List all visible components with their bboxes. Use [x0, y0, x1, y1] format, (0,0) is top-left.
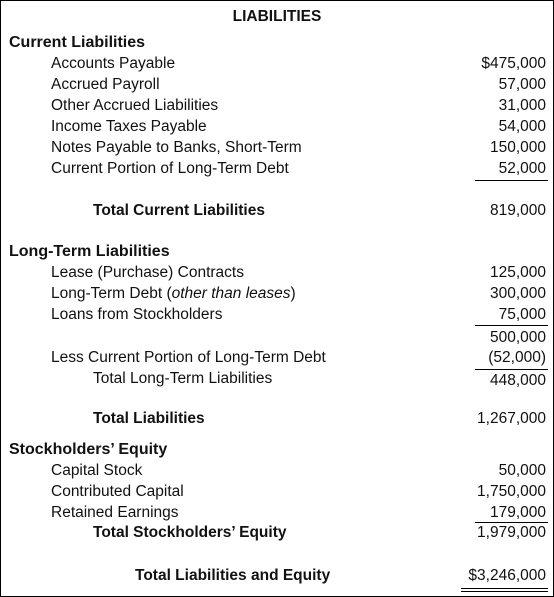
double-rule-top	[461, 588, 548, 589]
grand-total-amount: $3,246,000	[468, 567, 546, 584]
label-main: Long-Term Debt (	[51, 285, 172, 302]
total-liabilities-label: Total Liabilities	[93, 410, 205, 427]
grand-total-label: Total Liabilities and Equity	[135, 567, 331, 584]
total-longterm-amount: 448,000	[489, 372, 546, 389]
line-item-amount: 125,000	[489, 264, 546, 281]
section-heading-current: Current Liabilities	[9, 34, 146, 51]
section-heading-equity: Stockholders’ Equity	[9, 441, 168, 458]
longterm-subtotal-amount: 500,000	[489, 329, 546, 346]
statement-title: LIABILITIES	[232, 8, 322, 25]
subtotal-rule	[475, 369, 548, 370]
line-item-amount: 54,000	[498, 118, 546, 135]
line-item-label: Retained Earnings	[51, 504, 179, 521]
total-equity-amount: 1,979,000	[477, 524, 546, 541]
line-item-label: Other Accrued Liabilities	[51, 97, 219, 114]
subtotal-rule	[475, 325, 548, 326]
total-liabilities-amount: 1,267,000	[477, 410, 546, 427]
section-heading-longterm: Long-Term Liabilities	[9, 243, 170, 260]
total-longterm-label: Total Long-Term Liabilities	[93, 370, 273, 387]
total-equity-label: Total Stockholders’ Equity	[93, 524, 287, 541]
line-item-label: Accounts Payable	[51, 55, 176, 72]
line-item-amount: 179,000	[489, 504, 546, 521]
total-current-label: Total Current Liabilities	[93, 202, 265, 219]
less-current-portion-label: Less Current Portion of Long-Term Debt	[51, 349, 326, 366]
line-item-amount: 300,000	[489, 285, 546, 302]
line-item-label: Loans from Stockholders	[51, 306, 223, 323]
line-item-amount: 1,750,000	[477, 483, 546, 500]
line-item-amount: 150,000	[489, 139, 546, 156]
line-item-label: Contributed Capital	[51, 483, 184, 500]
line-item-label: Income Taxes Payable	[51, 118, 207, 135]
less-current-portion-amount: (52,000)	[488, 349, 546, 366]
line-item-amount: 31,000	[498, 97, 546, 114]
line-item-label: Lease (Purchase) Contracts	[51, 264, 244, 281]
line-item-amount: 57,000	[498, 76, 546, 93]
subtotal-rule	[475, 522, 548, 523]
line-item-label: Accrued Payroll	[51, 76, 160, 93]
total-current-amount: 819,000	[489, 202, 546, 219]
line-item-label: Capital Stock	[51, 462, 143, 479]
line-item-label: Long-Term Debt (other than leases)	[51, 284, 296, 304]
label-end: )	[290, 285, 296, 302]
line-item-label: Notes Payable to Banks, Short-Term	[51, 139, 302, 156]
line-item-amount: 52,000	[498, 160, 546, 177]
subtotal-rule	[475, 180, 548, 181]
line-item-amount: 50,000	[498, 462, 546, 479]
line-item-amount: $475,000	[481, 55, 546, 72]
double-rule-bottom	[461, 591, 548, 592]
label-note: other than leases	[171, 285, 291, 302]
line-item-label: Current Portion of Long-Term Debt	[51, 160, 289, 177]
line-item-amount: 75,000	[498, 306, 546, 323]
